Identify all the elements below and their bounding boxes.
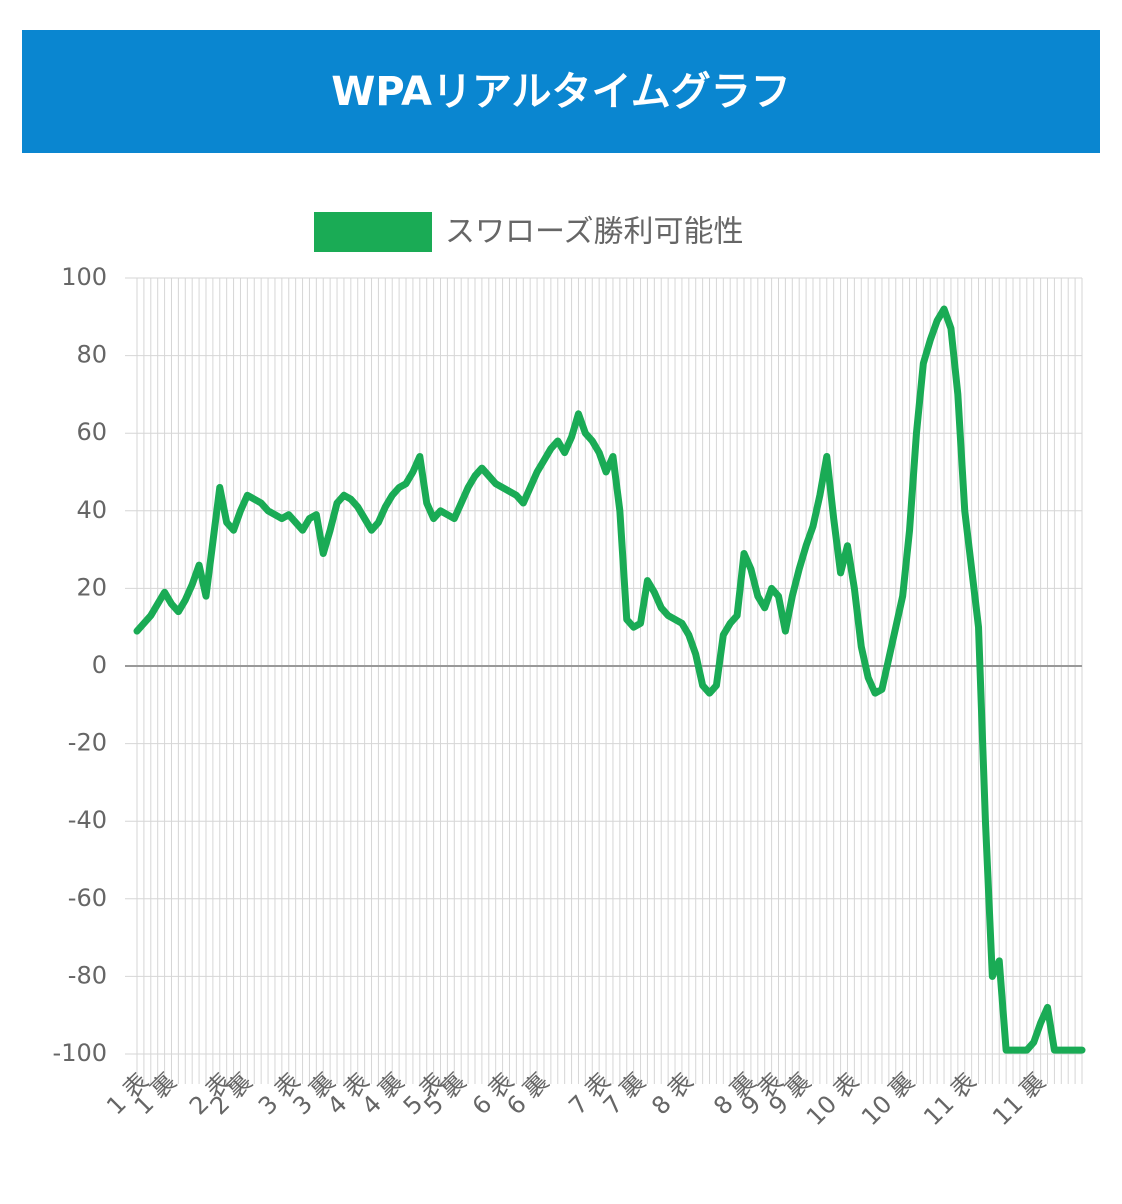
legend-swatch	[314, 212, 432, 252]
x-tick-label: 11 裏	[987, 1067, 1051, 1131]
x-tick-label: 10 裏	[856, 1067, 920, 1131]
y-tick-label: -40	[68, 806, 107, 834]
y-tick-label: -100	[53, 1039, 107, 1067]
y-tick-label: 40	[76, 496, 107, 524]
y-tick-label: 60	[76, 418, 107, 446]
y-tick-label: 20	[76, 573, 107, 601]
y-tick-label: -20	[68, 729, 107, 757]
y-tick-label: 0	[92, 651, 107, 679]
series-line	[133, 305, 1086, 1054]
x-tick-label: 10 表	[801, 1067, 865, 1131]
y-tick-label: -80	[68, 961, 107, 989]
y-tick-label: 100	[61, 263, 107, 291]
header-bar	[22, 30, 1100, 153]
legend-label: スワローズ勝利可能性	[445, 215, 744, 250]
y-tick-label: 80	[76, 341, 107, 369]
y-tick-label: -60	[68, 884, 107, 912]
chart-title: WPAリアルタイムグラフ	[331, 69, 791, 115]
x-tick-label: 11 表	[918, 1067, 982, 1131]
